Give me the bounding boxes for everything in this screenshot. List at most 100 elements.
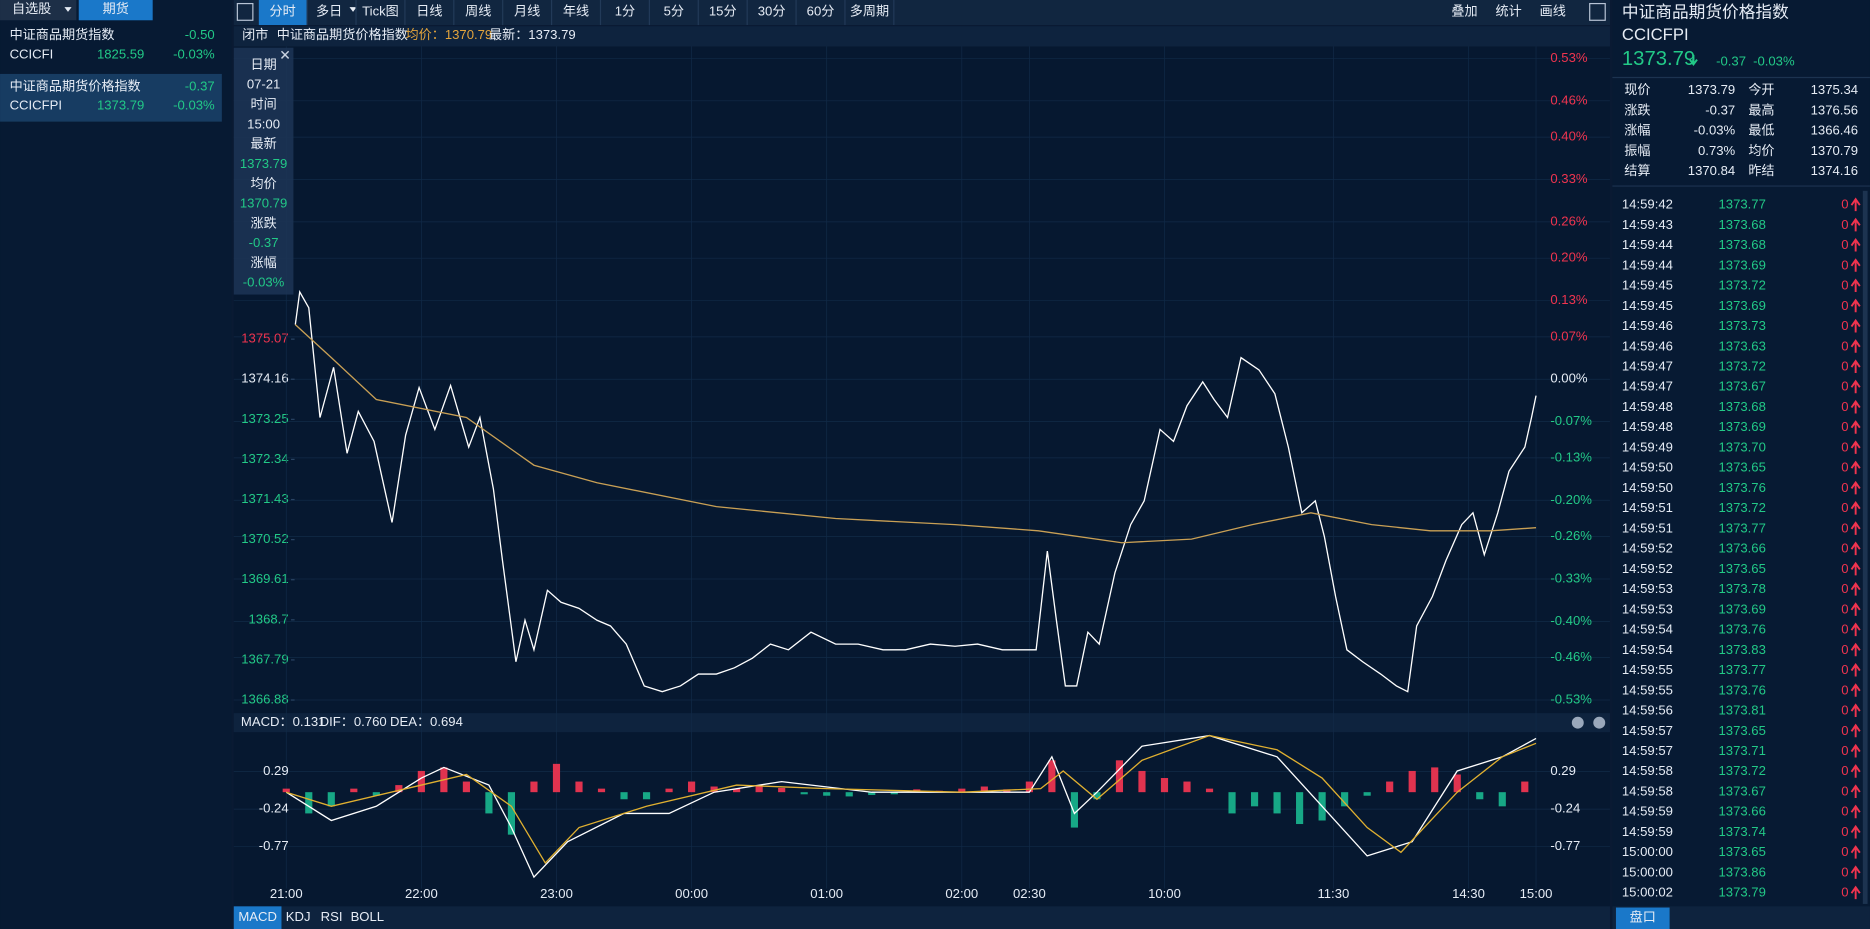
- tooltip-label: 均价: [250, 176, 276, 191]
- tab-bg-active[interactable]: [78, 0, 153, 21]
- trade-time: 15:00:02: [1622, 885, 1673, 900]
- indicator-tab[interactable]: BOLL: [351, 909, 385, 924]
- x-tick-label: 00:00: [675, 886, 708, 901]
- market-status: 闭市: [242, 26, 268, 42]
- trade-time: 14:59:46: [1622, 338, 1673, 353]
- up-arrow: [1850, 258, 1861, 272]
- macd-bar: [552, 763, 561, 793]
- trade-price: 1373.72: [1719, 763, 1766, 778]
- trade-volume: 0: [1841, 520, 1848, 535]
- macd-bar: [575, 781, 583, 793]
- toolbar-button[interactable]: 画线: [1540, 3, 1566, 18]
- indicator-tab[interactable]: KDJ: [286, 909, 311, 924]
- trade-time: 14:59:42: [1622, 197, 1673, 212]
- y2-tick-label: 0.53%: [1550, 50, 1588, 65]
- toolbar-button[interactable]: 月线: [514, 3, 540, 18]
- trade-time: 14:59:56: [1622, 703, 1673, 718]
- trade-volume: 0: [1841, 824, 1848, 839]
- panel-button-bg[interactable]: [1615, 907, 1670, 929]
- panel-button[interactable]: 盘口: [1630, 909, 1656, 925]
- toolbar-button-active[interactable]: [258, 0, 307, 26]
- y2-tick-label: 0.00%: [1550, 371, 1588, 386]
- toolbar-button[interactable]: 多日: [316, 2, 342, 18]
- x-tick-label: 10:00: [1148, 886, 1181, 901]
- trade-price: 1373.72: [1719, 500, 1766, 515]
- trade-volume: 0: [1841, 500, 1848, 515]
- item-name[interactable]: 中证商品期货指数: [10, 26, 115, 42]
- toolbar-button[interactable]: 周线: [465, 3, 491, 18]
- quote-price: 1373.79: [1622, 48, 1695, 70]
- toolbar-icon[interactable]: [1589, 2, 1606, 21]
- up-arrow: [1850, 217, 1861, 232]
- item-change: -0.37: [185, 79, 215, 94]
- toolbar-button[interactable]: 年线: [563, 3, 589, 18]
- stat-label: 最高: [1748, 101, 1774, 117]
- trade-time: 14:59:54: [1622, 642, 1673, 657]
- settings-icon[interactable]: [1593, 716, 1606, 729]
- y2-tick-label: 0.40%: [1550, 129, 1588, 144]
- indicator-tab[interactable]: RSI: [321, 909, 343, 924]
- up-arrow: [1850, 278, 1861, 293]
- y2-tick-label: -0.33%: [1550, 570, 1592, 585]
- tab-bg[interactable]: [0, 0, 77, 21]
- trade-time: 14:59:54: [1622, 622, 1673, 637]
- sidebar-tab[interactable]: 期货: [103, 0, 129, 16]
- macd-bar: [507, 792, 516, 835]
- toolbar-icon[interactable]: [236, 2, 254, 21]
- trade-time: 14:59:51: [1622, 520, 1673, 535]
- macd-bar: [620, 792, 628, 800]
- selected-row[interactable]: [0, 73, 222, 122]
- scrollbar[interactable]: [1862, 190, 1868, 904]
- trade-price: 1373.68: [1719, 399, 1766, 414]
- toolbar-button[interactable]: 统计: [1496, 3, 1522, 18]
- toolbar-button[interactable]: 60分: [807, 3, 835, 18]
- toolbar-button[interactable]: 叠加: [1451, 3, 1477, 18]
- item-price: 1825.59: [97, 46, 144, 61]
- item-name[interactable]: 中证商品期货价格指数: [10, 78, 141, 94]
- x-tick-label: 02:30: [1013, 886, 1046, 901]
- up-arrow: [1850, 683, 1861, 697]
- macd-bar: [958, 788, 966, 793]
- toolbar-button[interactable]: 1分: [615, 3, 635, 18]
- toolbar-button[interactable]: 30分: [758, 3, 786, 18]
- tooltip-close[interactable]: [280, 50, 290, 59]
- trade-price: 1373.73: [1719, 318, 1766, 333]
- trade-time: 14:59:58: [1622, 783, 1673, 798]
- macd-bar: [1341, 792, 1349, 807]
- trade-price: 1373.72: [1719, 278, 1766, 293]
- up-arrow: [1850, 784, 1861, 798]
- trade-time: 14:59:45: [1622, 278, 1673, 293]
- close-icon[interactable]: [1571, 716, 1584, 729]
- indicator-tab[interactable]: MACD: [238, 909, 277, 924]
- trade-volume: 0: [1841, 662, 1848, 677]
- item-pct: -0.03%: [173, 46, 215, 61]
- trade-price: 1373.72: [1719, 358, 1766, 373]
- toolbar-button[interactable]: 多周期: [850, 2, 889, 18]
- trade-volume: 0: [1841, 763, 1848, 778]
- stat-label: 涨跌: [1624, 102, 1650, 117]
- x-tick-label: 21:00: [270, 886, 303, 901]
- toolbar-button[interactable]: 分时: [270, 3, 296, 18]
- toolbar-button[interactable]: Tick图: [362, 3, 399, 18]
- panel-footer: [1612, 906, 1870, 929]
- x-tick-label: 11:30: [1317, 886, 1349, 901]
- trade-price: 1373.69: [1719, 419, 1766, 434]
- sidebar-tab[interactable]: 自选股: [12, 1, 51, 16]
- trade-price: 1373.69: [1719, 298, 1766, 313]
- trade-time: 14:59:48: [1622, 399, 1673, 414]
- indicator-tab-active[interactable]: [233, 906, 282, 929]
- trade-time: 14:59:52: [1622, 561, 1673, 576]
- macd-bar: [1115, 760, 1124, 793]
- stat-value: 1370.84: [1688, 163, 1735, 178]
- toolbar-button[interactable]: 日线: [416, 3, 442, 18]
- macd-bar: [642, 792, 651, 800]
- toolbar-button[interactable]: 5分: [664, 3, 684, 18]
- y-tick-label: -0.24: [1550, 801, 1580, 816]
- toolbar-button[interactable]: 15分: [709, 3, 737, 18]
- trade-price: 1373.65: [1719, 844, 1766, 859]
- trade-volume: 0: [1841, 541, 1848, 556]
- macd-bar: [1025, 781, 1033, 793]
- item-change: -0.50: [185, 27, 215, 42]
